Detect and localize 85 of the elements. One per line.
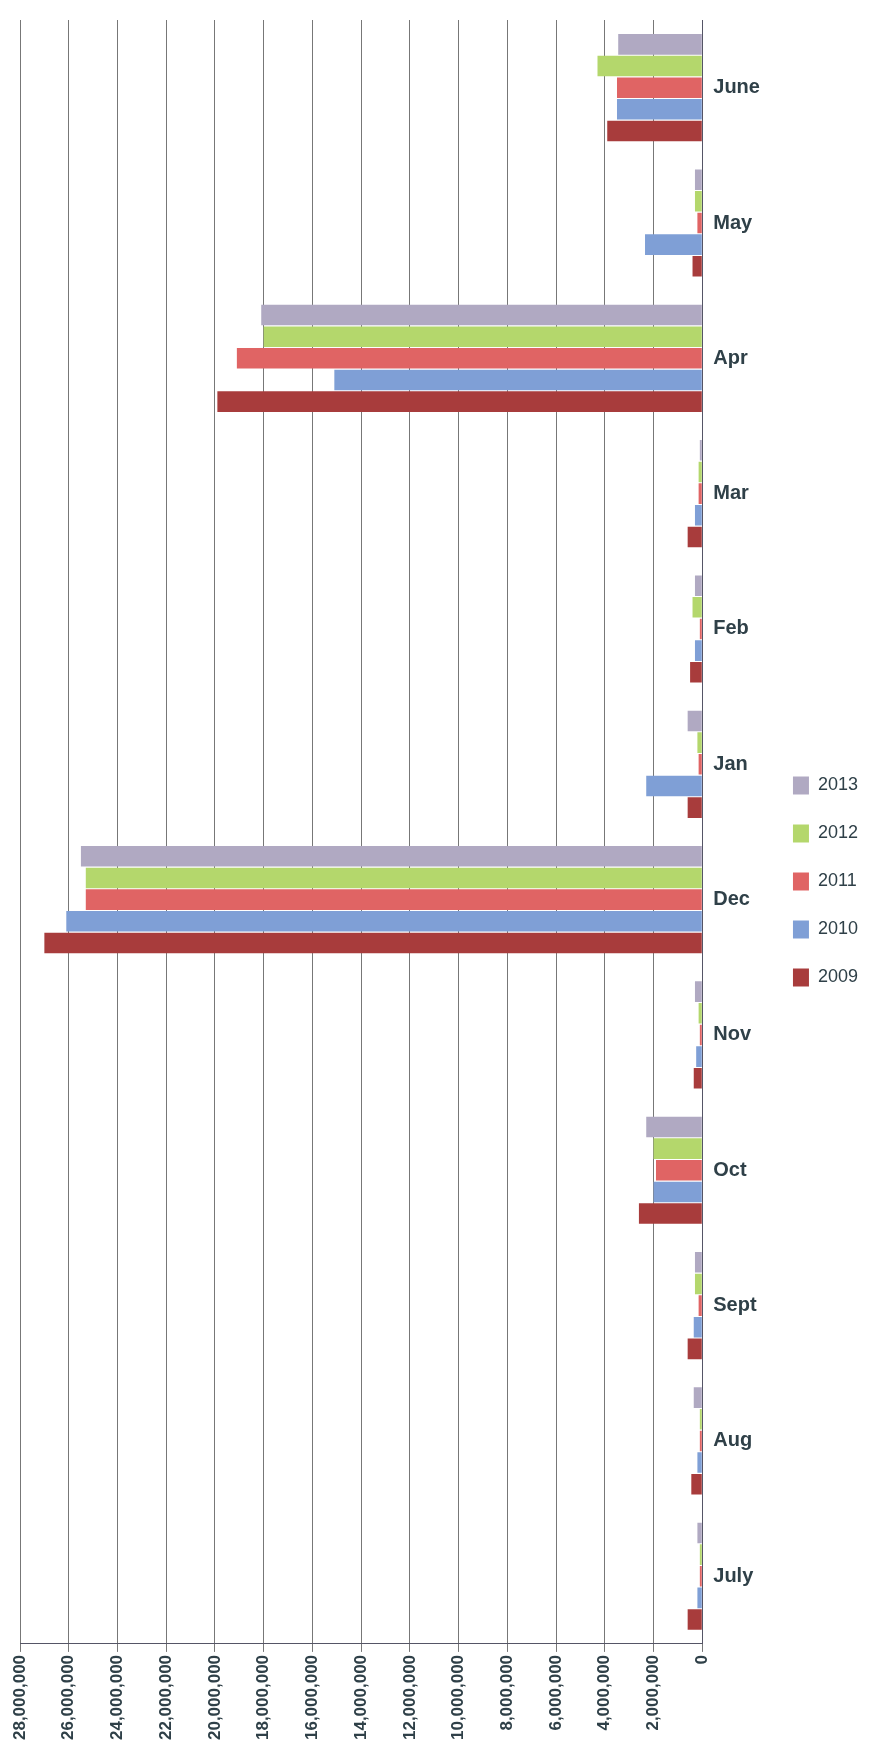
bar — [697, 1522, 702, 1544]
bar — [646, 775, 702, 797]
legend-label: 2011 — [817, 870, 857, 891]
bar — [694, 575, 702, 596]
bar — [638, 1203, 702, 1224]
bar — [693, 1067, 702, 1089]
bar — [66, 910, 702, 932]
bar — [698, 1003, 702, 1024]
x-tick-label: 24,000,000 — [107, 1654, 127, 1741]
bar — [618, 34, 702, 55]
y-tick-label: Oct — [713, 1157, 747, 1180]
x-tick-label: 18,000,000 — [253, 1654, 273, 1741]
x-tick-label: 28,000,000 — [9, 1654, 29, 1741]
legend-label: 2012 — [817, 822, 858, 843]
bar — [334, 369, 702, 391]
y-tick-label: Feb — [713, 616, 749, 639]
bar — [690, 661, 702, 683]
y-tick-label: Sept — [713, 1293, 757, 1316]
bar — [597, 55, 702, 77]
bar — [694, 1273, 702, 1295]
legend-label: 2010 — [817, 918, 858, 939]
bar — [691, 1473, 702, 1495]
bar — [217, 391, 702, 412]
bar — [697, 212, 702, 234]
y-tick-label: Dec — [713, 887, 750, 910]
bar — [687, 1338, 702, 1360]
bar — [693, 1316, 702, 1338]
bar — [687, 526, 702, 548]
x-tick-label: 2,000,000 — [643, 1654, 663, 1731]
x-tick-label: 4,000,000 — [594, 1654, 614, 1731]
bar — [85, 867, 702, 889]
x-tick-label: 6,000,000 — [545, 1654, 565, 1731]
x-tick-label: 12,000,000 — [399, 1654, 419, 1741]
bar — [698, 1295, 702, 1316]
bar — [697, 1452, 702, 1473]
x-tick-label: 10,000,000 — [448, 1654, 468, 1741]
bar — [646, 1116, 702, 1138]
y-tick-label: July — [713, 1563, 755, 1586]
bar — [698, 483, 702, 504]
bar — [616, 77, 702, 98]
bar — [687, 797, 702, 818]
bar — [694, 505, 702, 526]
y-tick-label: Apr — [713, 345, 748, 368]
y-tick-label: Jan — [713, 751, 748, 774]
y-tick-label: Nov — [713, 1022, 752, 1045]
bar — [44, 932, 702, 954]
x-tick-label: 16,000,000 — [302, 1654, 322, 1741]
y-tick-label: Mar — [713, 481, 750, 504]
x-tick-label: 8,000,000 — [497, 1654, 517, 1731]
y-tick-label: Aug — [713, 1428, 753, 1451]
bar — [692, 597, 702, 618]
bar — [653, 1181, 702, 1203]
x-tick-label: 20,000,000 — [204, 1654, 224, 1741]
bar — [687, 710, 702, 732]
bar — [694, 640, 702, 661]
bar — [698, 461, 702, 483]
bar — [697, 732, 702, 753]
x-tick-label: 14,000,000 — [350, 1654, 370, 1741]
bar — [694, 169, 702, 190]
bar — [692, 256, 702, 277]
bar — [687, 1609, 702, 1630]
bar — [694, 1252, 702, 1273]
bar — [655, 1159, 702, 1181]
bar — [80, 846, 702, 867]
bar — [236, 348, 702, 369]
y-tick-label: May — [713, 210, 754, 233]
x-tick-label: 22,000,000 — [155, 1654, 175, 1741]
bar — [653, 1138, 702, 1159]
bar — [261, 304, 702, 326]
bar — [694, 191, 702, 212]
bar — [616, 99, 702, 120]
x-tick-label: 26,000,000 — [58, 1654, 78, 1741]
bar — [645, 234, 702, 255]
x-tick-label: 0 — [691, 1654, 711, 1665]
bar — [693, 1387, 702, 1408]
bar — [85, 889, 702, 910]
bar — [607, 120, 702, 142]
bar — [698, 754, 702, 775]
legend-label: 2009 — [817, 966, 858, 987]
bar — [697, 1587, 702, 1609]
y-tick-label: June — [713, 75, 760, 98]
legend-label: 2013 — [817, 774, 858, 795]
bar — [694, 981, 702, 1002]
bar — [263, 326, 702, 347]
bar — [696, 1046, 702, 1067]
